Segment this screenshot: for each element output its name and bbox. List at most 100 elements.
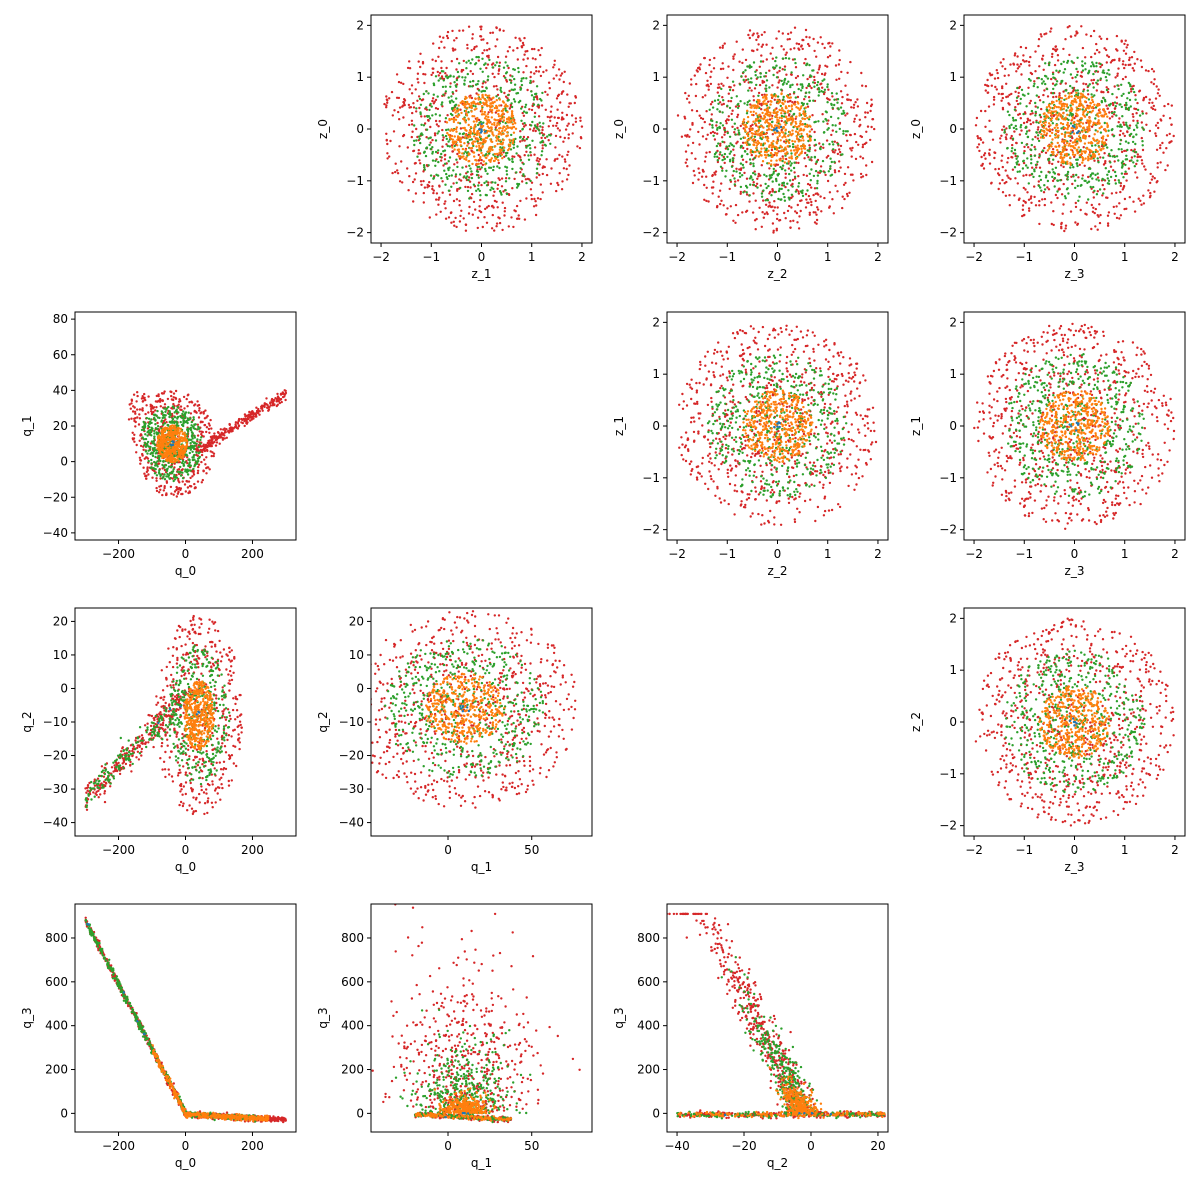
data-point — [1063, 133, 1067, 136]
data-point — [760, 45, 763, 48]
data-point — [476, 149, 479, 152]
data-point — [537, 70, 541, 73]
data-point — [775, 64, 778, 67]
data-point — [484, 163, 487, 166]
data-point — [510, 133, 513, 137]
data-point — [524, 105, 527, 109]
data-point — [1107, 129, 1110, 132]
data-point — [760, 124, 763, 128]
data-point — [763, 173, 766, 176]
data-point — [402, 100, 405, 104]
data-point — [436, 174, 440, 177]
data-point — [452, 100, 455, 104]
data-point — [721, 158, 724, 162]
data-point — [414, 192, 418, 195]
data-point — [1008, 103, 1011, 106]
data-point — [779, 159, 782, 162]
data-point — [1134, 98, 1137, 101]
data-point — [984, 83, 987, 87]
data-point — [752, 99, 756, 102]
data-point — [412, 139, 416, 142]
data-point — [986, 78, 989, 82]
data-point — [790, 157, 793, 160]
data-point — [793, 125, 797, 128]
data-point — [529, 188, 533, 191]
data-point — [1054, 113, 1058, 116]
data-point — [472, 144, 475, 148]
data-point — [1094, 117, 1097, 120]
data-point — [434, 59, 437, 63]
data-point — [491, 181, 494, 184]
data-point — [1032, 175, 1035, 179]
data-point — [760, 142, 763, 146]
data-point — [451, 47, 455, 50]
data-point — [1042, 121, 1046, 125]
data-point — [1076, 73, 1079, 77]
data-point — [720, 199, 723, 202]
data-point — [870, 98, 873, 101]
data-point — [1028, 102, 1032, 105]
data-point — [1030, 143, 1034, 147]
data-point — [1121, 115, 1124, 118]
data-point — [410, 84, 414, 87]
data-point — [557, 183, 560, 187]
data-point — [518, 136, 522, 139]
data-point — [809, 179, 812, 182]
data-point — [793, 58, 796, 61]
data-point — [1079, 208, 1082, 212]
data-point — [1045, 87, 1049, 91]
data-point — [1118, 117, 1121, 120]
data-point — [784, 56, 788, 60]
data-point — [385, 95, 388, 98]
data-point — [1126, 148, 1129, 152]
data-point — [745, 177, 749, 180]
data-point — [451, 29, 454, 33]
data-point — [557, 68, 561, 71]
data-point — [432, 191, 435, 195]
data-point — [549, 142, 552, 145]
data-point — [463, 142, 466, 145]
data-point — [1100, 90, 1103, 94]
data-point — [1001, 178, 1004, 182]
data-point — [410, 92, 414, 95]
data-point — [773, 108, 777, 111]
data-point — [537, 49, 540, 52]
data-point — [996, 71, 999, 75]
data-point — [788, 198, 791, 201]
data-point — [710, 113, 713, 116]
data-point — [1015, 99, 1018, 103]
data-point — [696, 66, 700, 70]
data-point — [416, 77, 419, 81]
data-point — [829, 167, 832, 171]
data-point — [713, 138, 717, 141]
data-point — [472, 131, 476, 134]
data-point — [468, 135, 471, 138]
data-point — [1038, 199, 1041, 203]
data-point — [1090, 125, 1094, 128]
data-point — [870, 160, 874, 164]
data-point — [1047, 144, 1050, 148]
data-point — [805, 35, 808, 39]
data-point — [444, 85, 447, 88]
data-point — [438, 114, 442, 117]
data-point — [1112, 113, 1116, 116]
data-point — [1023, 149, 1026, 153]
data-point — [836, 142, 840, 146]
data-point — [435, 123, 439, 126]
data-point — [784, 129, 787, 132]
data-point — [464, 150, 467, 153]
data-point — [1119, 142, 1122, 146]
data-point — [450, 137, 453, 141]
data-point — [1092, 185, 1095, 189]
data-point — [1134, 94, 1137, 97]
data-point — [1081, 69, 1085, 72]
data-point — [803, 157, 806, 160]
data-point — [752, 181, 755, 184]
data-point — [1071, 116, 1075, 119]
data-point — [422, 201, 425, 204]
data-point — [790, 169, 793, 172]
data-point — [495, 109, 499, 113]
data-point — [749, 151, 753, 154]
data-point — [508, 121, 512, 124]
data-point — [693, 174, 696, 177]
